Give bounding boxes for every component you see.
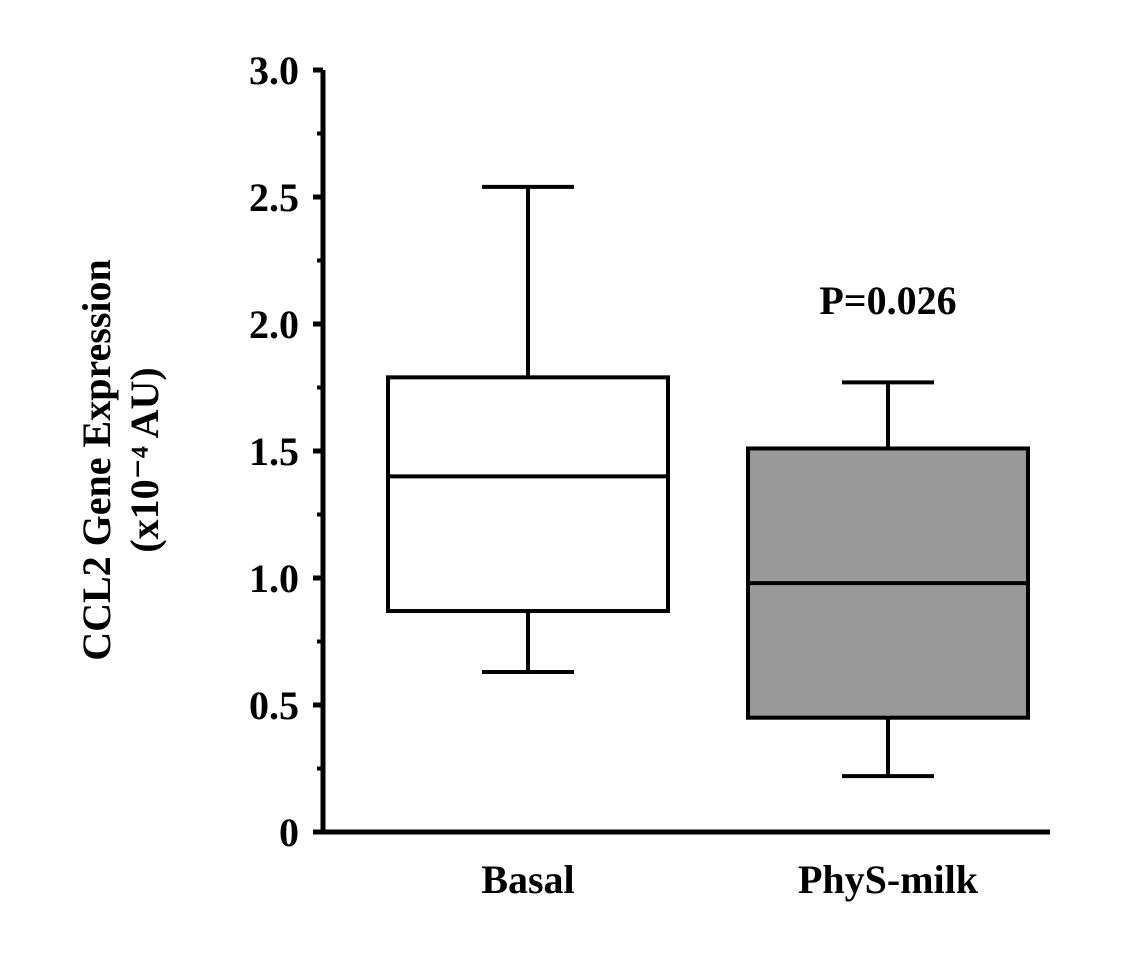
x-axis: Basal PhyS-milk xyxy=(321,829,1050,902)
y-tick-label: 2.0 xyxy=(249,302,299,347)
y-tick-label: 3.0 xyxy=(249,48,299,93)
y-tick-label: 0.5 xyxy=(249,683,299,728)
box-phys-milk xyxy=(746,380,1030,779)
y-axis-title-line1: CCL2 Gene Expression xyxy=(74,259,119,661)
x-category-label: Basal xyxy=(481,857,574,902)
y-tick-label: 2.5 xyxy=(249,175,299,220)
y-tick-label: 0 xyxy=(279,810,299,855)
x-category-label: PhyS-milk xyxy=(798,857,979,902)
p-value-annotation: P=0.026 xyxy=(819,278,956,323)
box-basal xyxy=(386,184,670,674)
y-axis: 0 0.5 1.0 1.5 2.0 2.5 3.0 xyxy=(249,48,326,855)
box-iqr xyxy=(386,375,670,614)
y-tick-label: 1.5 xyxy=(249,429,299,474)
y-tick-label: 1.0 xyxy=(249,556,299,601)
y-axis-title: CCL2 Gene Expression (x10⁻⁴ AU) xyxy=(74,259,167,661)
boxes xyxy=(386,184,1030,779)
y-axis-title-line2: (x10⁻⁴ AU) xyxy=(122,367,167,552)
annotations: P=0.026 xyxy=(819,278,956,323)
